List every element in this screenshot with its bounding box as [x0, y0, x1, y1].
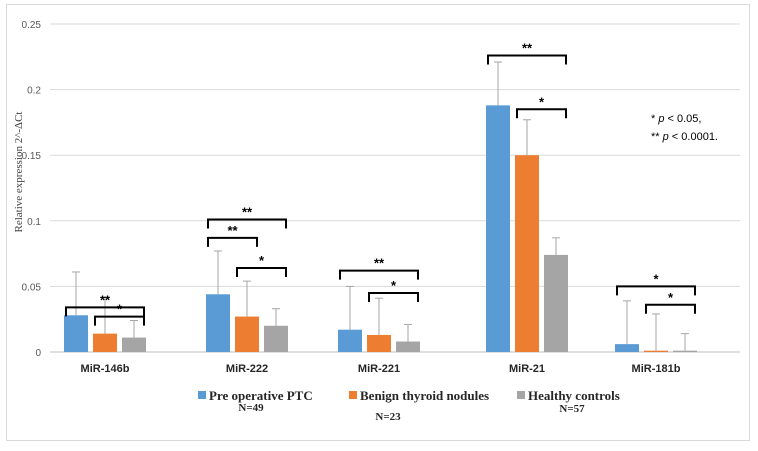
significance-bracket	[368, 291, 419, 302]
y-tick-label: 0.1	[27, 217, 41, 228]
grid-lines	[50, 23, 740, 353]
y-tick-label: 0.15	[22, 151, 42, 162]
bar	[644, 350, 668, 352]
y-tick-label: 0	[35, 348, 41, 359]
significance-label: *	[391, 278, 397, 293]
x-axis-labels: MiR-146b MiR-222 MiR-221 MiR-21 MiR-181b	[81, 363, 681, 375]
error-bars	[72, 61, 689, 351]
x-tick-label: MiR-146b	[81, 363, 130, 375]
significance-label: **	[100, 292, 111, 307]
legend-label: Pre operative PTC	[209, 388, 313, 403]
x-tick-label: MiR-221	[358, 363, 400, 375]
significance-bracket	[207, 218, 287, 229]
significance-label: *	[117, 302, 123, 317]
significance-bracket	[339, 269, 419, 280]
p-note-threshold: < 0.05,	[664, 113, 701, 125]
y-tick-label: 0.2	[27, 86, 41, 97]
significance-brackets: ******** ********	[65, 40, 696, 326]
bar	[338, 329, 362, 352]
significance-label: **	[242, 204, 253, 219]
x-tick-label: MiR-21	[509, 363, 545, 375]
x-tick-label: MiR-222	[226, 363, 268, 375]
bars	[64, 105, 697, 353]
significance-bracket	[236, 267, 287, 278]
bar	[367, 334, 391, 352]
bar	[206, 294, 230, 352]
bar	[93, 333, 117, 352]
p-value-note-line: ** p < 0.0001.	[651, 131, 718, 143]
p-note-threshold: < 0.0001.	[669, 131, 718, 143]
p-value-note-line: * p < 0.05,	[651, 113, 701, 125]
bar	[486, 105, 510, 353]
bar	[64, 315, 88, 352]
legend-swatch	[517, 391, 525, 399]
significance-bracket	[516, 108, 567, 119]
y-axis-label: Relative expression 2^-ΔCt	[13, 112, 25, 233]
bar	[122, 337, 146, 352]
significance-bracket	[616, 285, 696, 296]
y-tick-label: 0.25	[22, 20, 42, 31]
significance-label: *	[668, 290, 674, 305]
significance-bracket	[487, 54, 567, 65]
significance-bracket	[65, 306, 145, 317]
chart-frame	[6, 4, 750, 441]
bar	[544, 254, 568, 352]
legend-label: Healthy controls	[528, 388, 620, 403]
legend-swatch	[349, 391, 357, 399]
sample-size-label: N=49	[238, 402, 264, 414]
significance-bracket	[645, 303, 696, 314]
bar	[673, 350, 697, 352]
p-note-symbol: p	[662, 131, 669, 143]
p-note-prefix: **	[651, 131, 663, 143]
bar	[515, 155, 539, 352]
sample-size-label: N=57	[559, 403, 585, 415]
significance-bracket	[207, 236, 258, 247]
significance-label: *	[653, 271, 659, 286]
significance-label: **	[522, 40, 533, 55]
significance-label: *	[259, 253, 265, 268]
p-note-symbol: p	[657, 113, 664, 125]
sample-size-label: N=23	[375, 411, 401, 423]
significance-label: **	[227, 223, 238, 238]
bar	[396, 341, 420, 352]
significance-label: **	[374, 256, 385, 271]
significance-bracket	[94, 315, 145, 326]
p-value-annotation: * p < 0.05,** p < 0.0001.	[651, 113, 718, 143]
p-note-prefix: *	[651, 113, 658, 125]
bar	[615, 344, 639, 352]
legend-swatch	[198, 391, 206, 399]
bar	[264, 325, 288, 352]
legend-label: Benign thyroid nodules	[360, 388, 489, 403]
x-tick-label: MiR-181b	[632, 363, 681, 375]
y-tick-label: 0.05	[22, 282, 42, 293]
y-axis-ticks: 0 0.05 0.1 0.15 0.2 0.25	[22, 20, 42, 359]
bar	[235, 316, 259, 352]
significance-label: *	[539, 94, 545, 109]
